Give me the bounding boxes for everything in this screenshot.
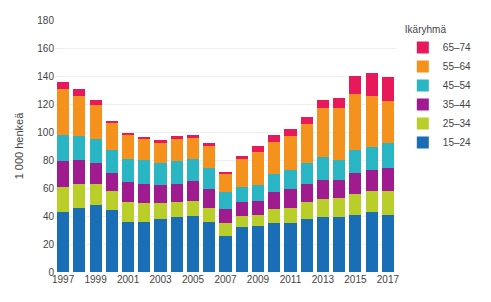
svg-text:1997: 1997 xyxy=(52,274,75,285)
svg-text:1999: 1999 xyxy=(84,274,107,285)
svg-text:2015: 2015 xyxy=(344,274,367,285)
svg-text:120: 120 xyxy=(37,99,54,110)
svg-text:2007: 2007 xyxy=(214,274,237,285)
svg-text:45–54: 45–54 xyxy=(443,80,471,91)
svg-text:2009: 2009 xyxy=(247,274,270,285)
svg-text:100: 100 xyxy=(37,127,54,138)
svg-text:2011: 2011 xyxy=(280,274,302,285)
svg-text:2003: 2003 xyxy=(149,274,172,285)
svg-text:2005: 2005 xyxy=(182,274,205,285)
svg-text:20: 20 xyxy=(43,239,55,250)
svg-text:65–74: 65–74 xyxy=(443,42,471,53)
svg-text:Ikäryhmä: Ikäryhmä xyxy=(405,24,447,35)
svg-text:25–34: 25–34 xyxy=(443,118,471,129)
svg-text:140: 140 xyxy=(37,71,54,82)
svg-text:160: 160 xyxy=(37,43,54,54)
svg-text:40: 40 xyxy=(43,211,55,222)
svg-text:2001: 2001 xyxy=(117,274,140,285)
svg-text:15–24: 15–24 xyxy=(443,137,471,148)
svg-text:60: 60 xyxy=(43,183,55,194)
svg-text:35–44: 35–44 xyxy=(443,99,471,110)
svg-text:80: 80 xyxy=(43,155,55,166)
svg-text:1 000 henkeä: 1 000 henkeä xyxy=(13,112,25,180)
svg-text:180: 180 xyxy=(37,15,54,26)
svg-text:2017: 2017 xyxy=(377,274,400,285)
svg-text:55–64: 55–64 xyxy=(443,61,471,72)
svg-text:2013: 2013 xyxy=(312,274,335,285)
svg-text:0: 0 xyxy=(48,267,54,278)
